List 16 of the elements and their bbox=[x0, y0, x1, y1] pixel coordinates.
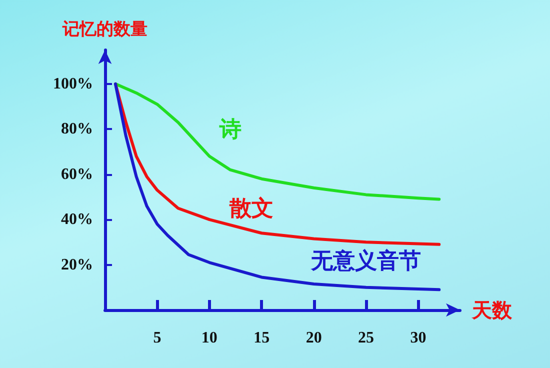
series-label: 散文 bbox=[228, 196, 274, 222]
y-tick-label: 60% bbox=[61, 166, 93, 183]
y-tick-label: 40% bbox=[61, 211, 93, 228]
x-tick-label: 5 bbox=[153, 330, 162, 346]
y-tick-label: 20% bbox=[61, 256, 93, 274]
x-tick-label: 25 bbox=[358, 330, 374, 346]
x-tick-label: 10 bbox=[201, 330, 218, 346]
series-label: 无意义音节 bbox=[310, 248, 422, 274]
x-tick-label: 15 bbox=[254, 330, 270, 346]
y-tick-label: 100% bbox=[53, 75, 93, 92]
series-label: 诗 bbox=[218, 117, 242, 142]
x-tick-label: 20 bbox=[306, 330, 322, 346]
x-tick-label: 30 bbox=[410, 330, 426, 346]
y-axis-title: 记忆的数量 bbox=[62, 20, 148, 40]
y-tick-label: 80% bbox=[61, 120, 93, 138]
x-axis-title: 天数 bbox=[471, 298, 513, 322]
